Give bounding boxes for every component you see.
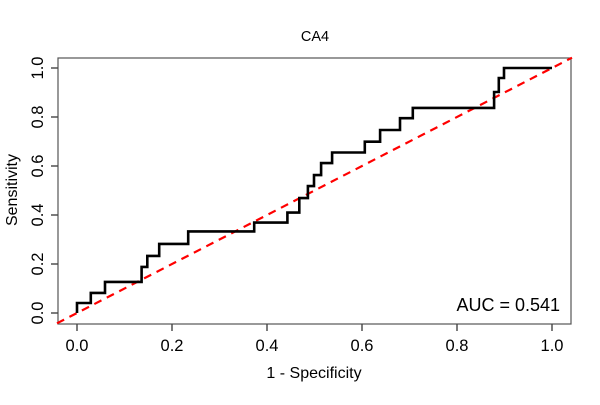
y-tick-label: 1.0: [29, 57, 47, 80]
x-tick-label: 0.6: [351, 337, 374, 355]
plot-box: [57, 57, 572, 325]
y-axis-ticks: [51, 67, 58, 314]
x-axis-ticks: [76, 324, 553, 331]
y-axis-title: Sensitivity: [4, 154, 21, 226]
y-tick-label: 0.4: [29, 204, 47, 227]
x-tick-label: 0.8: [446, 337, 469, 355]
y-tick-label: 0.6: [29, 155, 47, 178]
chance-diagonal-line: [56, 56, 573, 325]
auc-annotation: AUC = 0.541: [456, 295, 560, 315]
roc-curve-line: [75, 66, 552, 313]
y-tick-label: 0.2: [29, 253, 47, 276]
x-tick-label: 0.0: [66, 337, 89, 355]
y-tick-label: 0.0: [29, 302, 47, 325]
x-tick-label: 1.0: [541, 337, 564, 355]
x-tick-label: 0.2: [161, 337, 184, 355]
plot-title: CA4: [301, 29, 329, 45]
x-tick-label: 0.4: [256, 337, 279, 355]
x-axis-title: 1 - Specificity: [266, 365, 361, 382]
y-tick-label: 0.8: [29, 106, 47, 129]
